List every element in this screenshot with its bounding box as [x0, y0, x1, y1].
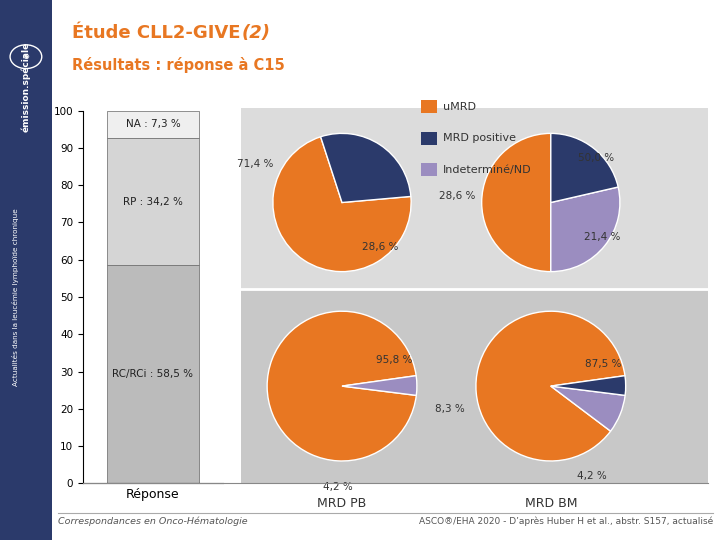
- Text: 28,6 %: 28,6 %: [362, 242, 398, 252]
- Wedge shape: [551, 187, 620, 272]
- Text: 87,5 %: 87,5 %: [585, 359, 621, 369]
- Text: 4,2 %: 4,2 %: [577, 471, 607, 481]
- Wedge shape: [273, 137, 411, 272]
- Text: ⊕: ⊕: [22, 52, 30, 61]
- Wedge shape: [551, 376, 626, 395]
- Text: ASCO®/EHA 2020 - D’après Huber H et al., abstr. S157, actualisé: ASCO®/EHA 2020 - D’après Huber H et al.,…: [418, 516, 713, 526]
- Text: (2): (2): [241, 24, 270, 42]
- Wedge shape: [551, 386, 625, 431]
- Text: Actualités dans la leucémie lymphoïde chronique: Actualités dans la leucémie lymphoïde ch…: [12, 208, 19, 386]
- Wedge shape: [320, 133, 411, 202]
- Text: MRD PB: MRD PB: [318, 497, 366, 510]
- Bar: [107, 138, 199, 265]
- Bar: [107, 111, 199, 138]
- Wedge shape: [551, 133, 618, 202]
- Y-axis label: (%): (%): [37, 286, 50, 308]
- Text: 4,2 %: 4,2 %: [323, 482, 353, 492]
- Text: émission.spéciale: émission.spéciale: [21, 41, 31, 132]
- Text: Correspondances en Onco-Hématologie: Correspondances en Onco-Hématologie: [58, 516, 247, 526]
- Text: MRD BM: MRD BM: [525, 497, 577, 510]
- Wedge shape: [267, 311, 416, 461]
- Text: uMRD: uMRD: [443, 102, 476, 112]
- Text: Indeterminé/ND: Indeterminé/ND: [443, 165, 531, 174]
- Text: RP : 34,2 %: RP : 34,2 %: [123, 197, 183, 207]
- Text: 50,0 %: 50,0 %: [577, 153, 613, 163]
- Text: MRD positive: MRD positive: [443, 133, 516, 143]
- Text: 8,3 %: 8,3 %: [435, 403, 464, 414]
- Text: 28,6 %: 28,6 %: [439, 191, 476, 200]
- Text: 71,4 %: 71,4 %: [238, 159, 274, 170]
- Bar: [107, 265, 199, 483]
- Text: Résultats : réponse à C15: Résultats : réponse à C15: [72, 57, 284, 73]
- Text: NA : 7,3 %: NA : 7,3 %: [125, 119, 181, 129]
- Wedge shape: [476, 311, 625, 461]
- Text: RC/RCi : 58,5 %: RC/RCi : 58,5 %: [112, 369, 194, 379]
- Text: 21,4 %: 21,4 %: [585, 232, 621, 242]
- Wedge shape: [342, 376, 417, 395]
- Wedge shape: [482, 133, 551, 272]
- Text: Étude CLL2-GIVE: Étude CLL2-GIVE: [72, 24, 247, 42]
- Text: 95,8 %: 95,8 %: [377, 355, 413, 365]
